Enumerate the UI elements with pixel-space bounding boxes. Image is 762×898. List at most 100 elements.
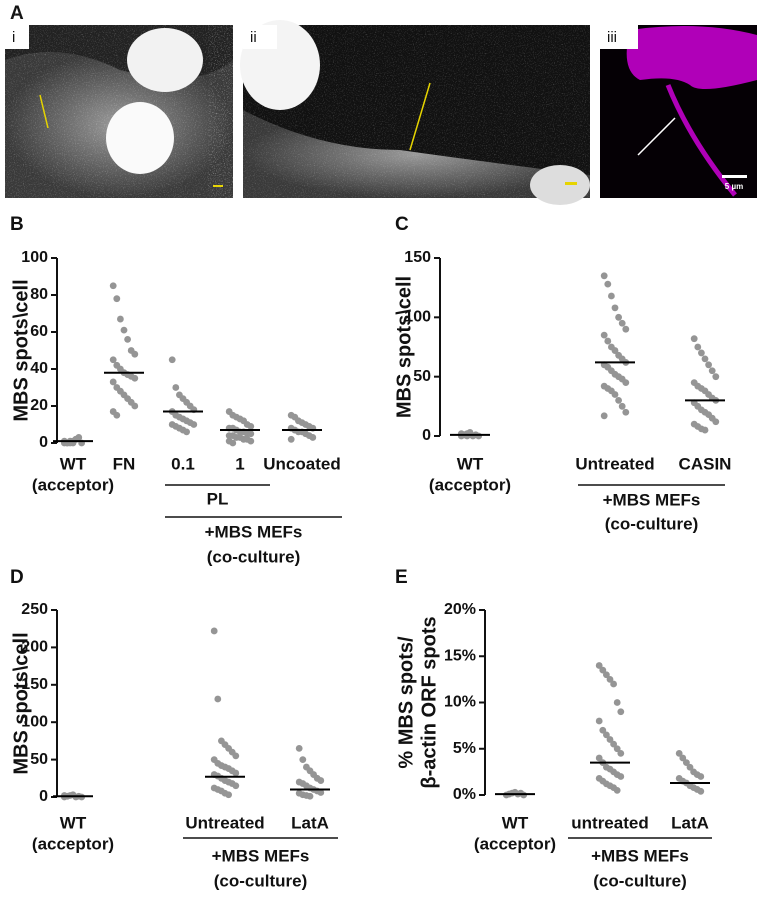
x-tick-label: WT: [502, 813, 529, 832]
data-point: [599, 726, 607, 734]
data-point: [611, 391, 619, 398]
data-point: [306, 792, 314, 800]
data-point: [232, 782, 240, 790]
data-point: [109, 356, 117, 364]
micrograph: i: [5, 25, 233, 198]
data-point: [229, 439, 237, 447]
bracket-label: +MBS MEFs: [591, 846, 689, 865]
data-point: [622, 408, 630, 416]
micrograph: 5 µm iii: [600, 25, 757, 198]
data-point: [113, 295, 121, 303]
data-point: [679, 754, 687, 762]
data-point: [214, 695, 222, 703]
y-tick-label: 5%: [453, 740, 476, 757]
data-point: [309, 434, 317, 441]
panel-label: B: [10, 214, 24, 235]
y-tick-label: 150: [21, 676, 48, 693]
data-point: [686, 763, 694, 771]
data-point: [172, 384, 180, 391]
data-point: [606, 675, 614, 683]
x-tick-label: LatA: [291, 813, 329, 832]
data-point: [295, 744, 303, 752]
data-point: [190, 421, 198, 428]
data-point: [317, 777, 325, 784]
data-point: [299, 756, 307, 763]
image-label: iii: [607, 29, 617, 46]
data-point: [131, 374, 139, 382]
data-point: [617, 773, 625, 780]
panel-label: D: [10, 567, 24, 588]
micrograph: ii: [240, 20, 590, 205]
data-point: [210, 627, 218, 635]
y-axis-title: MBS spots\cell: [393, 276, 415, 418]
category-note: (acceptor): [32, 475, 114, 494]
bracket-label: PL: [207, 489, 229, 508]
data-point: [701, 426, 709, 434]
x-tick-label: LatA: [671, 813, 709, 832]
data-point: [615, 313, 622, 321]
data-point: [712, 418, 720, 426]
x-tick-label: WT: [60, 454, 87, 473]
data-point: [475, 432, 483, 440]
y-tick-label: 0: [422, 427, 431, 444]
x-tick-label: WT: [457, 454, 484, 473]
data-point: [109, 282, 117, 290]
data-point: [617, 749, 625, 757]
data-point: [606, 736, 614, 743]
data-point: [613, 699, 621, 706]
data-point: [708, 367, 716, 375]
data-point: [613, 786, 621, 794]
data-point: [463, 432, 471, 440]
y-tick-label: 100: [404, 309, 431, 326]
data-point: [183, 428, 191, 436]
data-point: [697, 773, 705, 780]
x-tick-label: Uncoated: [263, 454, 340, 473]
y-tick-label: 0: [39, 788, 48, 805]
data-point: [232, 752, 240, 760]
data-point: [595, 662, 603, 669]
data-point: [168, 356, 176, 364]
panel-label: C: [395, 214, 409, 235]
data-point: [712, 373, 720, 381]
data-point: [617, 708, 625, 716]
data-point: [595, 717, 603, 725]
bracket-label: +MBS MEFs: [205, 522, 303, 541]
x-tick-label: WT: [60, 813, 87, 832]
bracket-label: (co-culture): [207, 547, 301, 566]
y-tick-label: 80: [30, 286, 48, 303]
data-point: [109, 378, 117, 386]
x-tick-label: Untreated: [575, 454, 654, 473]
image-label: ii: [250, 29, 257, 46]
data-point: [610, 680, 617, 688]
data-point: [675, 749, 683, 757]
bracket-label: (co-culture): [593, 871, 687, 890]
data-point: [611, 347, 619, 354]
category-note: (acceptor): [32, 834, 114, 853]
y-tick-label: 20: [30, 397, 48, 414]
data-point: [705, 361, 712, 369]
category-note: (acceptor): [474, 834, 556, 853]
data-point: [117, 315, 124, 323]
x-tick-label: 0.1: [171, 454, 195, 473]
data-point: [618, 402, 626, 410]
data-point: [613, 745, 621, 753]
data-point: [247, 422, 255, 430]
y-axis-title: % MBS spots/: [395, 636, 417, 769]
data-point: [683, 759, 690, 767]
bracket-label: +MBS MEFs: [603, 490, 701, 509]
x-tick-label: CASIN: [679, 454, 732, 473]
data-point: [595, 754, 603, 762]
panel-label: A: [10, 3, 24, 24]
data-point: [690, 335, 698, 343]
scale-bar-label: 5 µm: [725, 182, 743, 191]
data-point: [610, 740, 617, 748]
data-point: [611, 304, 619, 312]
y-tick-label: 50: [30, 751, 48, 768]
x-tick-label: Untreated: [185, 813, 264, 832]
data-point: [615, 397, 622, 404]
y-tick-label: 0: [39, 434, 48, 451]
data-point: [225, 791, 233, 799]
y-axis-title: β-actin ORF spots: [418, 616, 440, 788]
y-tick-label: 100: [21, 713, 48, 730]
